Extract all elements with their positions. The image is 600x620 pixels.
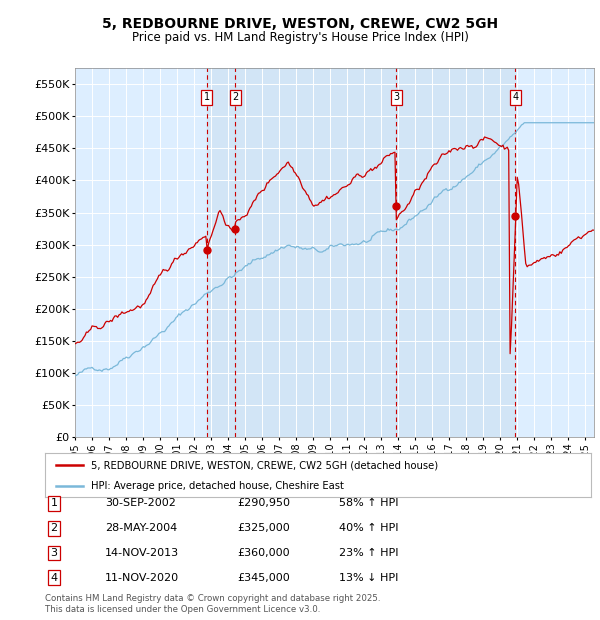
- Text: 28-MAY-2004: 28-MAY-2004: [105, 523, 177, 533]
- Text: 5, REDBOURNE DRIVE, WESTON, CREWE, CW2 5GH (detached house): 5, REDBOURNE DRIVE, WESTON, CREWE, CW2 5…: [91, 460, 439, 470]
- Text: Contains HM Land Registry data © Crown copyright and database right 2025.
This d: Contains HM Land Registry data © Crown c…: [45, 595, 380, 614]
- Bar: [235, 68, 396, 437]
- Text: 3: 3: [393, 92, 399, 102]
- Bar: [207, 68, 235, 437]
- Text: 4: 4: [50, 573, 58, 583]
- Text: 4: 4: [512, 92, 518, 102]
- Text: £290,950: £290,950: [237, 498, 290, 508]
- Text: 23% ↑ HPI: 23% ↑ HPI: [339, 548, 398, 558]
- Text: 11-NOV-2020: 11-NOV-2020: [105, 573, 179, 583]
- Text: 58% ↑ HPI: 58% ↑ HPI: [339, 498, 398, 508]
- Bar: [396, 68, 515, 437]
- Text: 5, REDBOURNE DRIVE, WESTON, CREWE, CW2 5GH: 5, REDBOURNE DRIVE, WESTON, CREWE, CW2 5…: [102, 17, 498, 32]
- Text: 2: 2: [50, 523, 58, 533]
- Text: Price paid vs. HM Land Registry's House Price Index (HPI): Price paid vs. HM Land Registry's House …: [131, 31, 469, 44]
- Text: £360,000: £360,000: [237, 548, 290, 558]
- Text: 3: 3: [50, 548, 58, 558]
- Text: 13% ↓ HPI: 13% ↓ HPI: [339, 573, 398, 583]
- Text: 30-SEP-2002: 30-SEP-2002: [105, 498, 176, 508]
- Text: 14-NOV-2013: 14-NOV-2013: [105, 548, 179, 558]
- Text: 40% ↑ HPI: 40% ↑ HPI: [339, 523, 398, 533]
- Text: HPI: Average price, detached house, Cheshire East: HPI: Average price, detached house, Ches…: [91, 481, 344, 491]
- Text: £325,000: £325,000: [237, 523, 290, 533]
- Text: 2: 2: [232, 92, 238, 102]
- Text: 1: 1: [204, 92, 210, 102]
- Text: 1: 1: [50, 498, 58, 508]
- Text: £345,000: £345,000: [237, 573, 290, 583]
